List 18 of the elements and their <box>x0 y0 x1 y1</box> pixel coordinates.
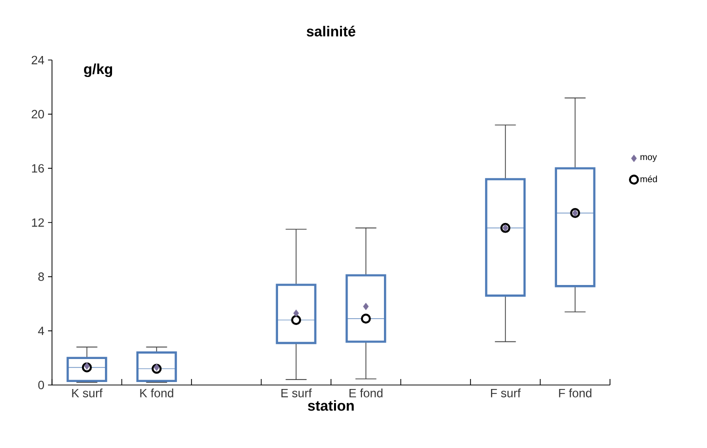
x-tick-label: K surf <box>72 388 103 398</box>
y-tick-label: 0 <box>38 380 44 390</box>
x-axis-title: station <box>308 400 354 411</box>
x-tick-label: E fond <box>350 388 382 398</box>
legend-label: moy <box>640 155 657 162</box>
y-tick-label: 24 <box>32 56 44 64</box>
y-axis-title: g/kg <box>84 64 112 78</box>
y-tick-label: 20 <box>32 110 44 118</box>
legend-label: méd <box>640 176 657 182</box>
y-tick-label: 12 <box>32 218 44 227</box>
y-tick-label: 16 <box>32 164 44 173</box>
chart-title: salinité <box>306 26 356 36</box>
x-tick-label: E surf <box>281 388 312 398</box>
y-tick-label: 8 <box>38 272 44 281</box>
x-tick-label: K fond <box>140 388 174 398</box>
y-tick-label: 4 <box>38 326 44 335</box>
x-tick-label: F fond <box>559 388 592 398</box>
x-tick-label: F surf <box>491 388 521 398</box>
